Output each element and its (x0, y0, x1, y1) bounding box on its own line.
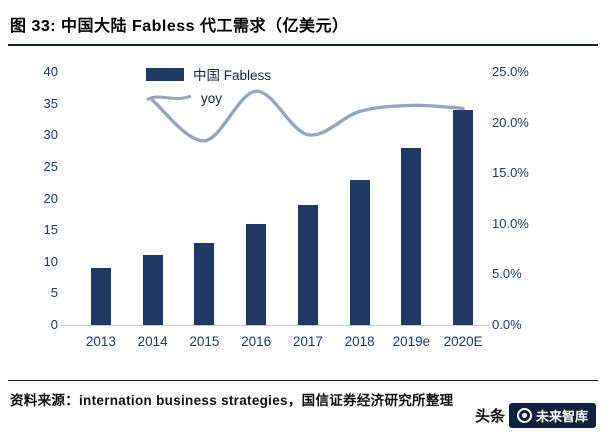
right-axis-tick: 10.0% (492, 215, 529, 231)
legend-item-line-series: yoy (146, 86, 271, 110)
legend-item-bar-series: 中国 Fabless (146, 62, 271, 86)
figure-title: 图 33: 中国大陆 Fabless 代工需求（亿美元） (10, 18, 349, 35)
bar-2016 (246, 223, 267, 325)
x-tick-2014: 2014 (137, 334, 168, 349)
right-axis-tick: 25.0% (492, 64, 529, 79)
left-axis-tick: 20 (43, 190, 58, 206)
left-axis-tick: 25 (43, 158, 58, 174)
left-axis-tick: 15 (43, 222, 58, 238)
left-axis-tick: 30 (43, 127, 58, 143)
bar-2017 (297, 204, 318, 325)
watermark: 头条 未来智库 (470, 401, 600, 430)
bar-2014 (142, 255, 163, 325)
x-tick-2016: 2016 (241, 334, 272, 349)
right-axis-tick: 0.0% (492, 317, 522, 332)
bar-series-label: 中国 Fabless (193, 68, 272, 83)
bar-2019e (401, 147, 422, 325)
left-axis-tick: 10 (43, 253, 58, 269)
x-tick-2013: 2013 (85, 334, 116, 349)
watermark-badge-label: 未来智库 (535, 409, 588, 424)
x-axis-line (60, 325, 490, 326)
x-tick-2019e: 2019e (392, 334, 431, 349)
x-tick-2015: 2015 (189, 334, 220, 349)
watermark-badge: 未来智库 (508, 403, 596, 428)
x-tick-2018: 2018 (344, 334, 375, 349)
toutiao-logo-icon (516, 408, 532, 423)
footer-divider (8, 380, 598, 381)
right-axis-tick: 5.0% (492, 266, 522, 282)
x-tick-2020E: 2020E (443, 334, 483, 349)
bar-2020E (453, 109, 474, 325)
bar-series-swatch (146, 67, 184, 81)
right-axis-tick: 20.0% (492, 114, 529, 130)
line-series-swatch (146, 94, 192, 102)
left-axis-tick: 35 (43, 95, 58, 111)
left-axis-tick: 0 (50, 317, 58, 332)
left-axis-tick: 40 (43, 64, 58, 79)
bar-2013 (90, 268, 111, 325)
watermark-prefix: 头条 (474, 408, 505, 425)
left-axis-tick: 5 (50, 285, 58, 301)
title-divider (8, 44, 598, 46)
chart-legend: 中国 Fabless yoy (146, 62, 271, 110)
line-series-label: yoy (201, 90, 223, 106)
right-axis-tick: 15.0% (492, 165, 529, 181)
bar-2018 (349, 179, 370, 325)
bar-2015 (194, 242, 215, 325)
x-tick-2017: 2017 (292, 334, 323, 349)
source-note: 资料来源：internation business strategies，国信证… (10, 393, 454, 408)
